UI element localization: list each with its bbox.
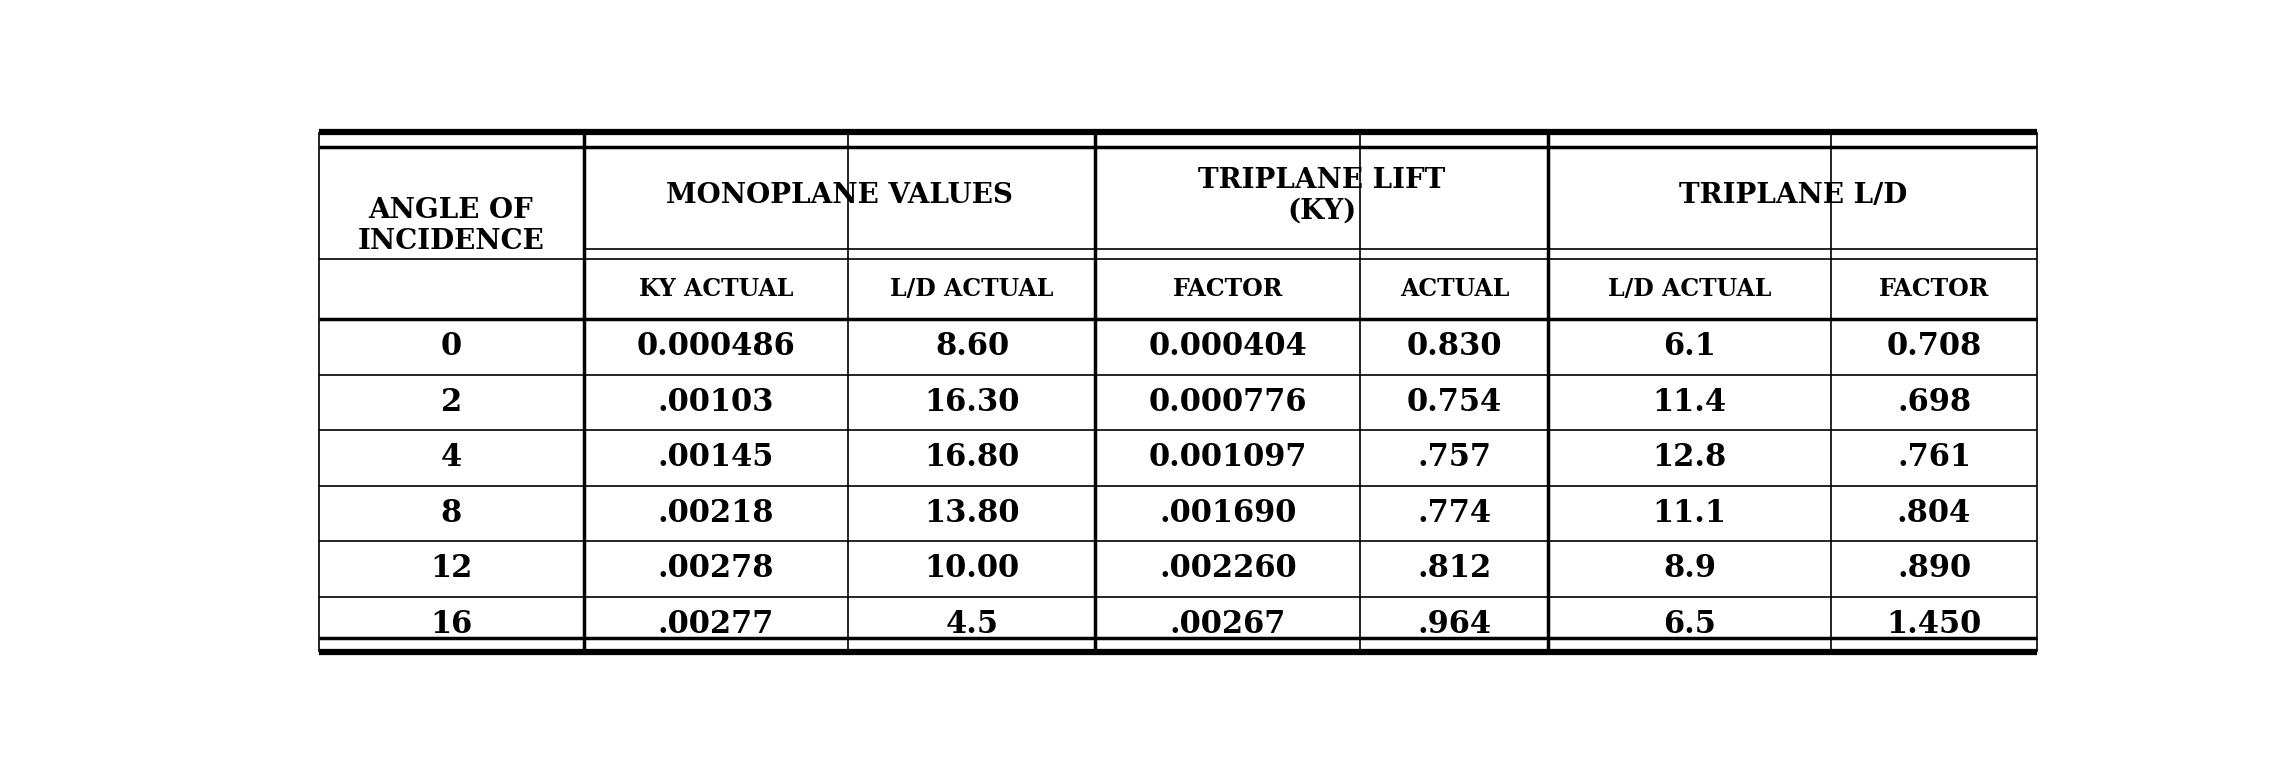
Text: ANGLE OF
INCIDENCE: ANGLE OF INCIDENCE — [358, 197, 543, 255]
Text: .00278: .00278 — [658, 553, 775, 584]
Text: .00103: .00103 — [658, 387, 775, 418]
Text: 0.000486: 0.000486 — [637, 332, 796, 363]
Text: .001690: .001690 — [1160, 498, 1296, 529]
Text: .757: .757 — [1417, 442, 1490, 474]
Text: 0.000404: 0.000404 — [1149, 332, 1307, 363]
Text: 12.8: 12.8 — [1653, 442, 1727, 474]
Text: 0.830: 0.830 — [1406, 332, 1502, 363]
Text: .774: .774 — [1417, 498, 1490, 529]
Text: 8.60: 8.60 — [936, 332, 1009, 363]
Text: 0.754: 0.754 — [1408, 387, 1502, 418]
Text: .812: .812 — [1417, 553, 1490, 584]
Text: .761: .761 — [1896, 442, 1972, 474]
Text: 0.001097: 0.001097 — [1149, 442, 1307, 474]
Text: .964: .964 — [1417, 609, 1490, 640]
Text: 4: 4 — [440, 442, 461, 474]
Text: .00277: .00277 — [658, 609, 775, 640]
Text: 6.5: 6.5 — [1662, 609, 1715, 640]
Text: 16.30: 16.30 — [924, 387, 1020, 418]
Text: 1.450: 1.450 — [1887, 609, 1981, 640]
Text: 6.1: 6.1 — [1662, 332, 1715, 363]
Text: TRIPLANE L/D: TRIPLANE L/D — [1678, 182, 1908, 209]
Text: MONOPLANE VALUES: MONOPLANE VALUES — [665, 182, 1014, 209]
Text: 16.80: 16.80 — [924, 442, 1020, 474]
Text: 12: 12 — [429, 553, 472, 584]
Text: .804: .804 — [1896, 498, 1972, 529]
Text: KY ACTUAL: KY ACTUAL — [640, 277, 793, 301]
Text: 0: 0 — [440, 332, 461, 363]
Text: TRIPLANE LIFT
(KY): TRIPLANE LIFT (KY) — [1199, 167, 1445, 225]
Text: FACTOR: FACTOR — [1878, 277, 1990, 301]
Text: 4.5: 4.5 — [945, 609, 997, 640]
Text: FACTOR: FACTOR — [1172, 277, 1284, 301]
Text: 2: 2 — [440, 387, 461, 418]
Text: .00145: .00145 — [658, 442, 775, 474]
Text: .698: .698 — [1896, 387, 1972, 418]
Text: .00267: .00267 — [1169, 609, 1286, 640]
Text: 0.000776: 0.000776 — [1149, 387, 1307, 418]
Text: 8: 8 — [440, 498, 461, 529]
Text: 11.4: 11.4 — [1653, 387, 1727, 418]
Text: L/D ACTUAL: L/D ACTUAL — [1607, 277, 1772, 301]
Text: L/D ACTUAL: L/D ACTUAL — [890, 277, 1055, 301]
Text: 11.1: 11.1 — [1653, 498, 1727, 529]
Text: .00218: .00218 — [658, 498, 775, 529]
Text: 0.708: 0.708 — [1887, 332, 1981, 363]
Text: 13.80: 13.80 — [924, 498, 1020, 529]
Text: ACTUAL: ACTUAL — [1399, 277, 1509, 301]
Text: .890: .890 — [1896, 553, 1972, 584]
Text: 8.9: 8.9 — [1662, 553, 1715, 584]
Text: 16: 16 — [431, 609, 472, 640]
Text: 10.00: 10.00 — [924, 553, 1020, 584]
Text: .002260: .002260 — [1160, 553, 1298, 584]
